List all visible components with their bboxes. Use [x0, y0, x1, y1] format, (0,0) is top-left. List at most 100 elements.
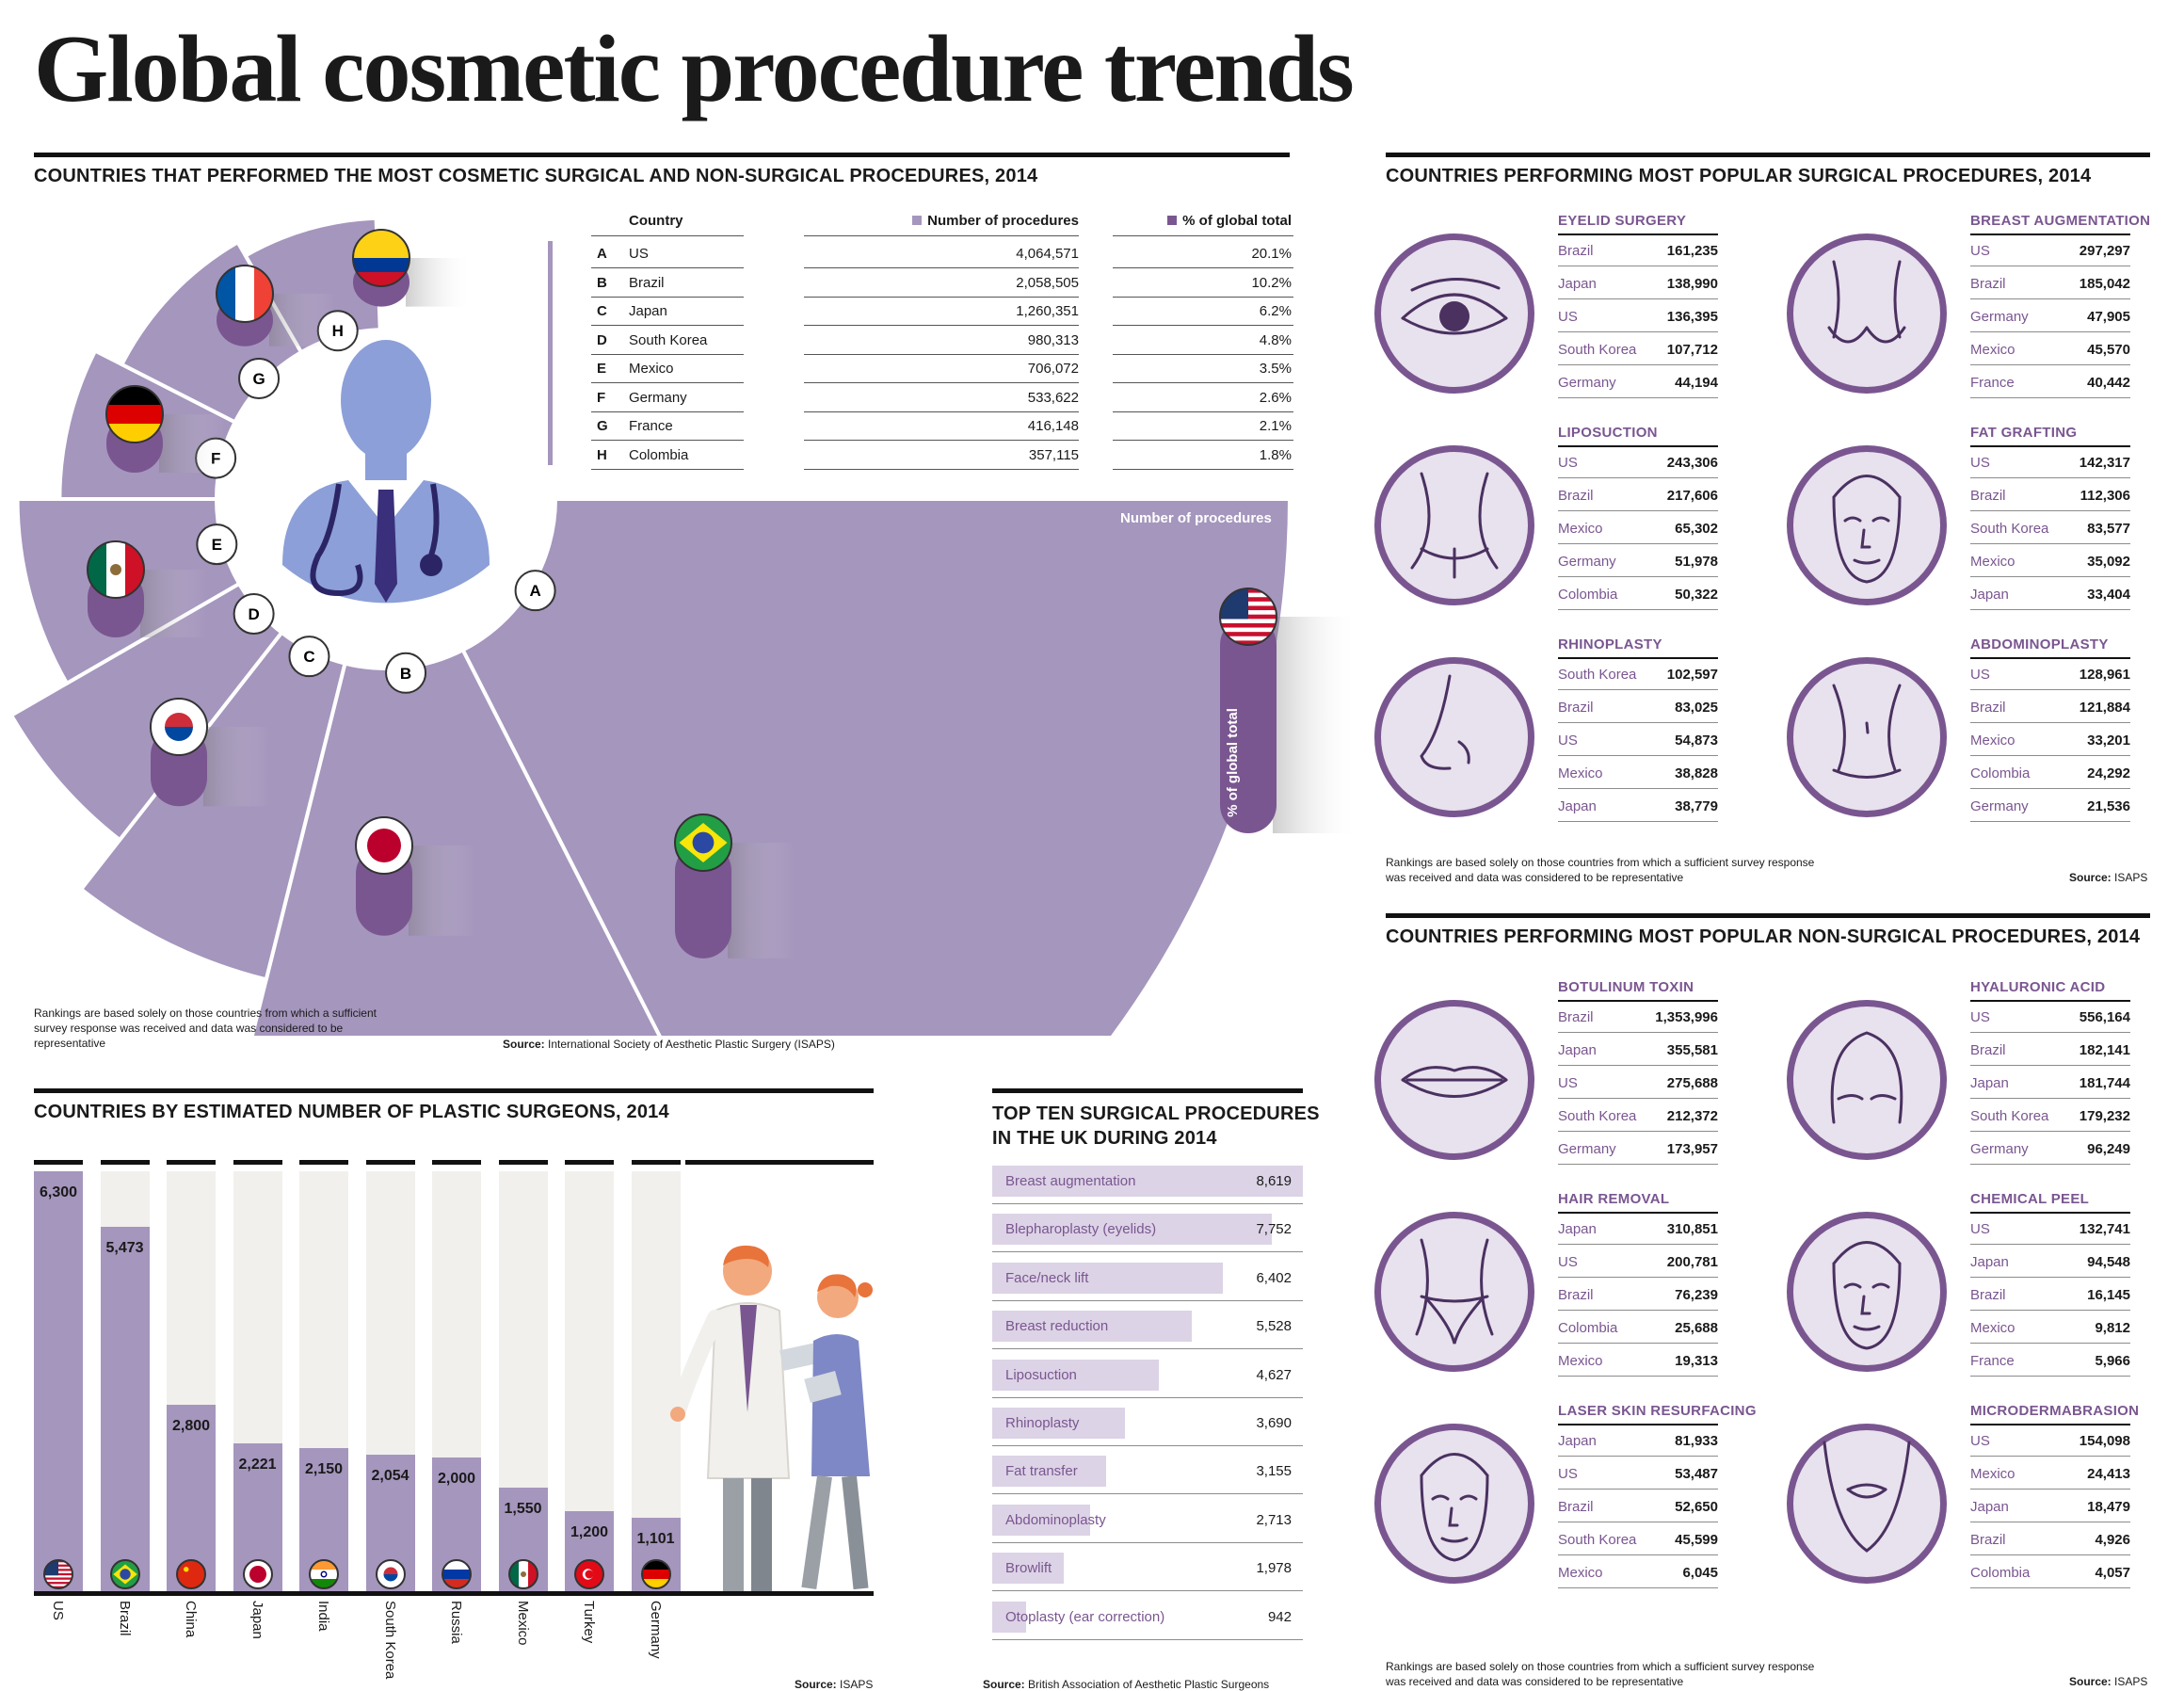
- procedure-line: [1970, 1244, 2130, 1245]
- procedure-value: 142,317: [2079, 455, 2130, 471]
- procedure-country: Brazil: [1970, 700, 2006, 716]
- procedure-value: 161,235: [1666, 243, 1718, 259]
- procedure-country: US: [1558, 1466, 1578, 1482]
- source-label: Source:: [2069, 871, 2112, 884]
- uk-value: 6,402: [1256, 1269, 1292, 1286]
- letter-label: B: [400, 665, 411, 683]
- procedure-country: Japan: [1970, 1254, 2009, 1270]
- procedure-line: [1558, 1587, 1718, 1588]
- procedure-country: Brazil: [1970, 1532, 2006, 1548]
- procedure-value: 40,442: [2087, 375, 2130, 391]
- procedure-value: 38,828: [1675, 765, 1718, 781]
- flag-us: [1219, 588, 1277, 646]
- bar-shadow: [728, 843, 794, 958]
- nose-icon: [1420, 674, 1470, 770]
- procedure-value: 52,650: [1675, 1499, 1718, 1515]
- surgeon-country-label: South Korea: [381, 1601, 398, 1680]
- flag-mexico: [507, 1559, 538, 1589]
- procedure-value: 556,164: [2079, 1009, 2130, 1025]
- procedure-country: Germany: [1970, 1141, 2029, 1157]
- procedure-value: 185,042: [2079, 276, 2130, 292]
- uk-row: Liposuction 4,627: [992, 1356, 1303, 1398]
- lips-icon: [1401, 1066, 1508, 1098]
- letter-marker: C: [288, 636, 330, 678]
- row-number: 533,622: [1027, 389, 1079, 406]
- col-number-header: Number of procedures: [874, 213, 1079, 229]
- letter-marker: B: [385, 652, 427, 694]
- procedure-line: [1558, 510, 1718, 511]
- procedure-value: 45,599: [1675, 1532, 1718, 1548]
- procedure-country: South Korea: [1558, 1532, 1637, 1548]
- procedure-value: 54,873: [1675, 733, 1718, 749]
- row-pct: 2.6%: [1259, 389, 1292, 406]
- flag-holder: [242, 1559, 273, 1589]
- procedure-country: US: [1558, 1254, 1578, 1270]
- uk-line: [992, 1396, 1303, 1398]
- procedure-icon-circle: [1374, 234, 1534, 394]
- procedure-line: [1970, 1587, 2130, 1588]
- procedure-value: 51,978: [1675, 554, 1718, 570]
- procedure-line: [1558, 722, 1718, 723]
- procedure-country: Brazil: [1558, 700, 1594, 716]
- procedure-line: [1970, 1489, 2130, 1490]
- table-line: [804, 382, 1079, 383]
- source-text: British Association of Aesthetic Plastic…: [1028, 1678, 1270, 1691]
- source-label: Source:: [2069, 1675, 2112, 1688]
- procedure-value: 355,581: [1666, 1042, 1718, 1058]
- nonsurgical-source: Source: ISAPS: [2069, 1675, 2147, 1688]
- number-legend-swatch: [912, 216, 923, 225]
- uk-row: Abdominoplasty 2,713: [992, 1501, 1303, 1543]
- procedure-country: Brazil: [1558, 243, 1594, 259]
- procedure-line: [1970, 510, 2130, 511]
- procedure-country: Mexico: [1970, 342, 2015, 358]
- table-line: [804, 440, 1079, 441]
- wedge-label: Number of procedures: [1120, 510, 1272, 526]
- uk-row: Breast reduction 5,528: [992, 1307, 1303, 1350]
- uk-bar: [992, 1553, 1064, 1585]
- procedure-line: [1558, 1131, 1718, 1132]
- procedure-country: Colombia: [1970, 1565, 2031, 1581]
- procedure-value: 200,781: [1666, 1254, 1718, 1270]
- procedure-value: 96,249: [2087, 1141, 2130, 1157]
- procedure-country: Colombia: [1970, 765, 2031, 781]
- procedure-country: US: [1970, 1221, 1990, 1237]
- row-country: Germany: [629, 389, 687, 406]
- col-pct-label: % of global total: [1182, 213, 1292, 229]
- uk-row: Browlift 1,978: [992, 1549, 1303, 1592]
- procedure-line: [1558, 1164, 1718, 1165]
- procedure-country: Japan: [1558, 1042, 1597, 1058]
- letter-label: E: [212, 536, 222, 554]
- surgeon-column-cap: [100, 1160, 150, 1165]
- table-accent-bar: [548, 241, 553, 465]
- procedure-title: LASER SKIN RESURFACING: [1558, 1403, 1757, 1419]
- flag-colombia: [352, 229, 410, 287]
- uk-line: [992, 1203, 1303, 1204]
- row-country: France: [629, 418, 673, 434]
- uk-row: Breast augmentation 8,619: [992, 1162, 1303, 1204]
- flag-china: [176, 1559, 206, 1589]
- row-letter: C: [597, 303, 607, 319]
- procedure-country: South Korea: [1558, 1108, 1637, 1124]
- row-pct: 1.8%: [1259, 446, 1292, 463]
- table-line: [1113, 235, 1293, 236]
- procedure-rule: [1970, 1000, 2130, 1002]
- row-letter: B: [597, 274, 607, 291]
- surgeon-value: 2,221: [238, 1456, 277, 1473]
- procedure-country: South Korea: [1558, 342, 1637, 358]
- procedure-line: [1970, 609, 2130, 610]
- uk-value: 7,752: [1256, 1221, 1292, 1238]
- procedure-line: [1970, 1343, 2130, 1344]
- surgeon-country-label: US: [50, 1601, 66, 1620]
- col-pct-header: % of global total: [1111, 213, 1292, 229]
- procedure-value: 4,057: [2095, 1565, 2130, 1581]
- uk-value: 4,627: [1256, 1366, 1292, 1383]
- flag-south-korea: [375, 1559, 406, 1589]
- procedure-line: [1558, 331, 1718, 332]
- procedure-line: [1970, 1032, 2130, 1033]
- source-text: ISAPS: [840, 1678, 874, 1691]
- row-letter: D: [597, 331, 607, 348]
- surgeon-value: 1,200: [570, 1524, 609, 1541]
- flag-holder: [574, 1559, 604, 1589]
- flag-brazil: [674, 813, 732, 872]
- procedure-rule: [1970, 1424, 2130, 1425]
